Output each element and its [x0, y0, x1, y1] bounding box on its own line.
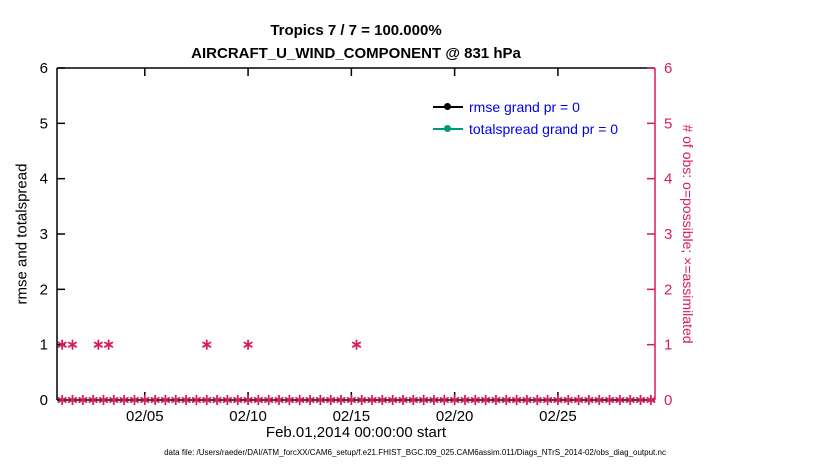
chart-subtitle: AIRCRAFT_U_WIND_COMPONENT @ 831 hPa	[191, 45, 521, 62]
legend: rmse grand pr = 0 totalspread grand pr =…	[433, 96, 618, 140]
right-y-tick-label: 4	[664, 171, 672, 188]
totalspread-line-marker	[433, 125, 463, 132]
right-y-tick-label: 0	[664, 392, 672, 409]
chart-title: Tropics 7 / 7 = 100.000%	[270, 22, 442, 39]
obs-count-markers-one	[57, 339, 362, 350]
rmse-line-marker	[433, 103, 463, 110]
x-tick-label: 02/10	[229, 408, 267, 425]
legend-item-totalspread: totalspread grand pr = 0	[433, 118, 618, 140]
right-y-tick-label: 2	[664, 281, 672, 298]
left-y-tick-label: 2	[40, 281, 48, 298]
left-y-tick-label: 3	[40, 226, 48, 243]
x-tick-label: 02/15	[333, 408, 371, 425]
x-tick-label: 02/20	[436, 408, 474, 425]
x-tick-label: 02/05	[126, 408, 164, 425]
legend-label-totalspread: totalspread grand pr = 0	[469, 121, 619, 137]
data-file-caption: data file: /Users/raeder/DAI/ATM_forcXX/…	[164, 448, 666, 457]
right-y-tick-label: 6	[664, 60, 672, 77]
right-y-tick-label: 3	[664, 226, 672, 243]
left-y-tick-label: 1	[40, 337, 48, 354]
left-y-tick-label: 4	[40, 171, 48, 188]
right-y-tick-label: 5	[664, 115, 672, 132]
right-y-tick-label: 1	[664, 337, 672, 354]
left-y-tick-label: 5	[40, 115, 48, 132]
right-axis-label: # of obs: o=possible; ×=assimilated	[680, 124, 696, 344]
y-axis-ticks: 0 0 1 1 2 2 3 3 4 4 5 5 6 6	[40, 60, 673, 409]
obs-count-markers-zero	[57, 394, 656, 406]
left-axis-label: rmse and totalspread	[13, 163, 31, 305]
x-tick-label: 02/25	[539, 408, 577, 425]
legend-label-rmse: rmse grand pr = 0	[469, 99, 580, 115]
left-y-tick-label: 0	[40, 392, 48, 409]
x-axis-label: Feb.01,2014 00:00:00 start	[265, 424, 447, 441]
left-y-tick-label: 6	[40, 60, 48, 77]
legend-item-rmse: rmse grand pr = 0	[433, 96, 618, 118]
